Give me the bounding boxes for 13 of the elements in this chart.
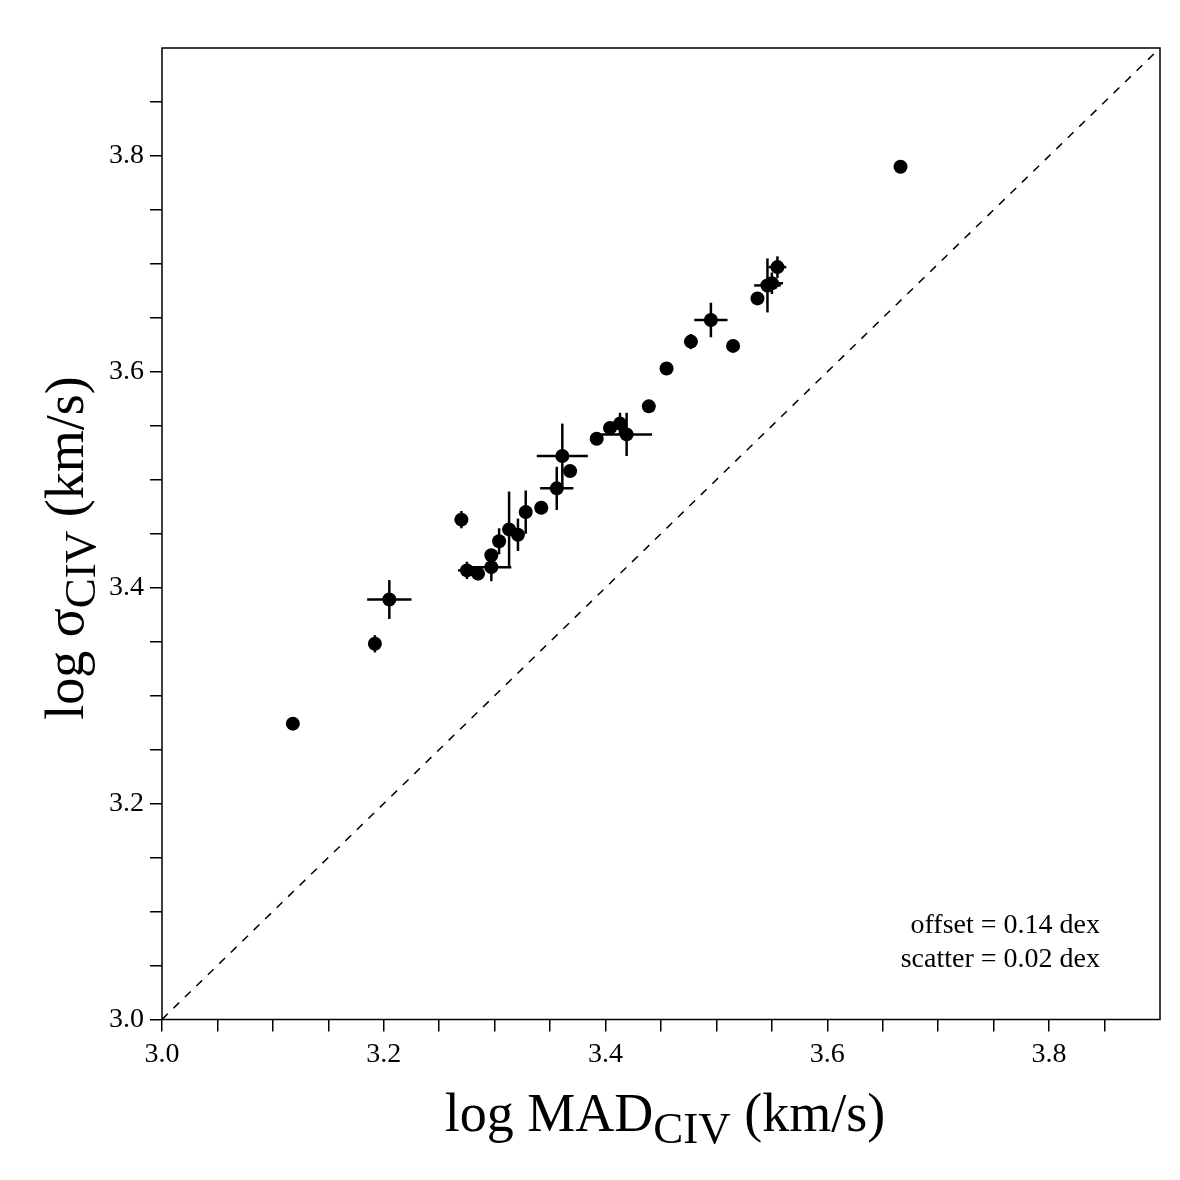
- annotation: scatter = 0.02 dex: [900, 942, 1100, 974]
- y-tick-label: 3.8: [109, 138, 144, 170]
- x-tick-label: 3.4: [588, 1036, 624, 1068]
- x-tick-label: 3.0: [144, 1036, 180, 1068]
- y-tick-label: 3.2: [109, 785, 144, 817]
- y-tick-label: 3.6: [109, 354, 144, 386]
- y-tick-label: 3.0: [109, 1001, 144, 1033]
- y-tick-label: 3.4: [109, 570, 144, 602]
- x-tick-label: 3.6: [809, 1036, 845, 1068]
- x-axis-title: log MAD$_{CIV}$ (km/s): [443, 1082, 887, 1154]
- x-tick-label: 3.8: [1031, 1036, 1067, 1068]
- x-tick-label: 3.2: [366, 1036, 402, 1068]
- annotation: offset = 0.14 dex: [910, 908, 1100, 940]
